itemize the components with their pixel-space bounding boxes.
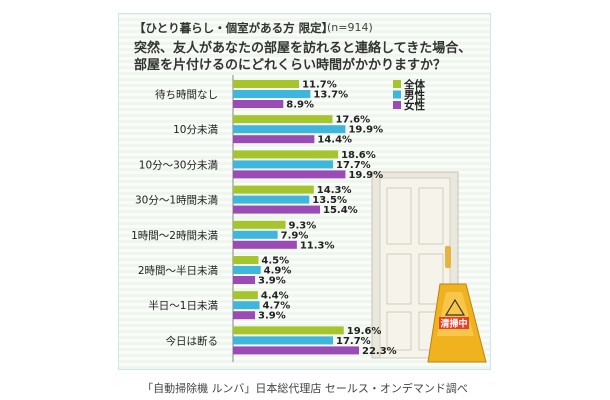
bar [233,185,314,194]
bar [233,326,344,335]
bar [233,125,346,134]
category-label: 半日〜1日未満 [148,299,218,312]
category-label: 待ち時間なし [155,88,218,101]
category-label: 10分未満 [173,124,218,136]
data-label: 4.5% [261,256,289,267]
bar [233,301,260,310]
question-line-2: 部屋を片付けるのにどれくらい時間がかかりますか？ [134,58,447,73]
bar [233,80,300,88]
data-label: 17.7% [336,160,371,171]
data-label: 4.7% [263,301,291,312]
bar [233,240,297,249]
bar [233,205,321,214]
question-line-1: 突然、友人があなたの部屋を訪れると連絡してきた場合、 [134,41,472,56]
data-label: 3.9% [258,276,286,287]
data-label: 8.9% [286,100,314,111]
legend-swatch [393,101,401,109]
survey-tag: 【ひとり暮らし・個室がある方 限定】 [134,21,334,35]
bar [233,220,286,229]
bar [233,276,256,284]
data-label: 15.4% [323,205,358,216]
bar [233,230,278,239]
data-label: 4.4% [261,291,289,302]
category-label: 10分〜30分未満 [139,159,219,171]
data-label: 17.6% [335,115,370,126]
data-label: 19.6% [347,326,382,337]
legend-swatch [393,90,401,99]
bar [233,266,261,274]
bar [233,346,359,355]
category-label: 今日は断る [166,334,219,347]
bar [233,90,311,98]
bar [233,311,256,320]
source-footer: 「自動掃除機 ルンバ」日本総代理店 セールス・オンデマンド調べ [142,382,468,395]
category-label: 2時間〜半日未満 [138,264,219,277]
bar [233,291,258,300]
data-label: 9.3% [289,220,317,231]
data-label: 13.5% [312,195,347,206]
sign-label-background [439,317,469,329]
bars-layer: 待ち時間なし11.7%13.7%8.9%10分未満17.6%19.9%14.4%… [131,75,397,362]
category-label: 1時間〜2時間未満 [131,230,218,242]
data-label: 17.7% [336,336,371,347]
category-label: 30分〜1時間未満 [135,195,219,207]
bar [233,195,310,204]
data-label: 3.9% [258,311,286,322]
data-label: 18.6% [341,150,376,161]
data-label: 19.9% [348,125,383,136]
legend-label: 男性 [404,89,425,102]
data-label: 13.7% [313,90,348,101]
caution-sign-illustration: 清掃中 [427,283,487,363]
sign-label: 清掃中 [440,318,467,330]
bar [233,135,315,144]
data-label: 4.9% [264,266,292,277]
legend-swatch [393,80,401,88]
data-label: 14.3% [317,185,352,196]
bar [233,256,259,264]
sample-size: (n=914) [327,21,373,34]
bar [233,170,346,179]
data-label: 7.9% [281,230,309,241]
bar [233,150,339,159]
data-label: 11.7% [302,80,337,91]
legend-label: 女性 [404,99,425,112]
data-label: 19.9% [348,170,383,181]
data-label: 11.3% [300,240,335,251]
bar [233,336,334,345]
bar [233,100,284,108]
bar [233,160,334,169]
data-label: 14.4% [317,135,352,146]
data-label: 22.3% [362,346,397,357]
bar [233,115,333,124]
legend-label: 全体 [403,78,425,91]
